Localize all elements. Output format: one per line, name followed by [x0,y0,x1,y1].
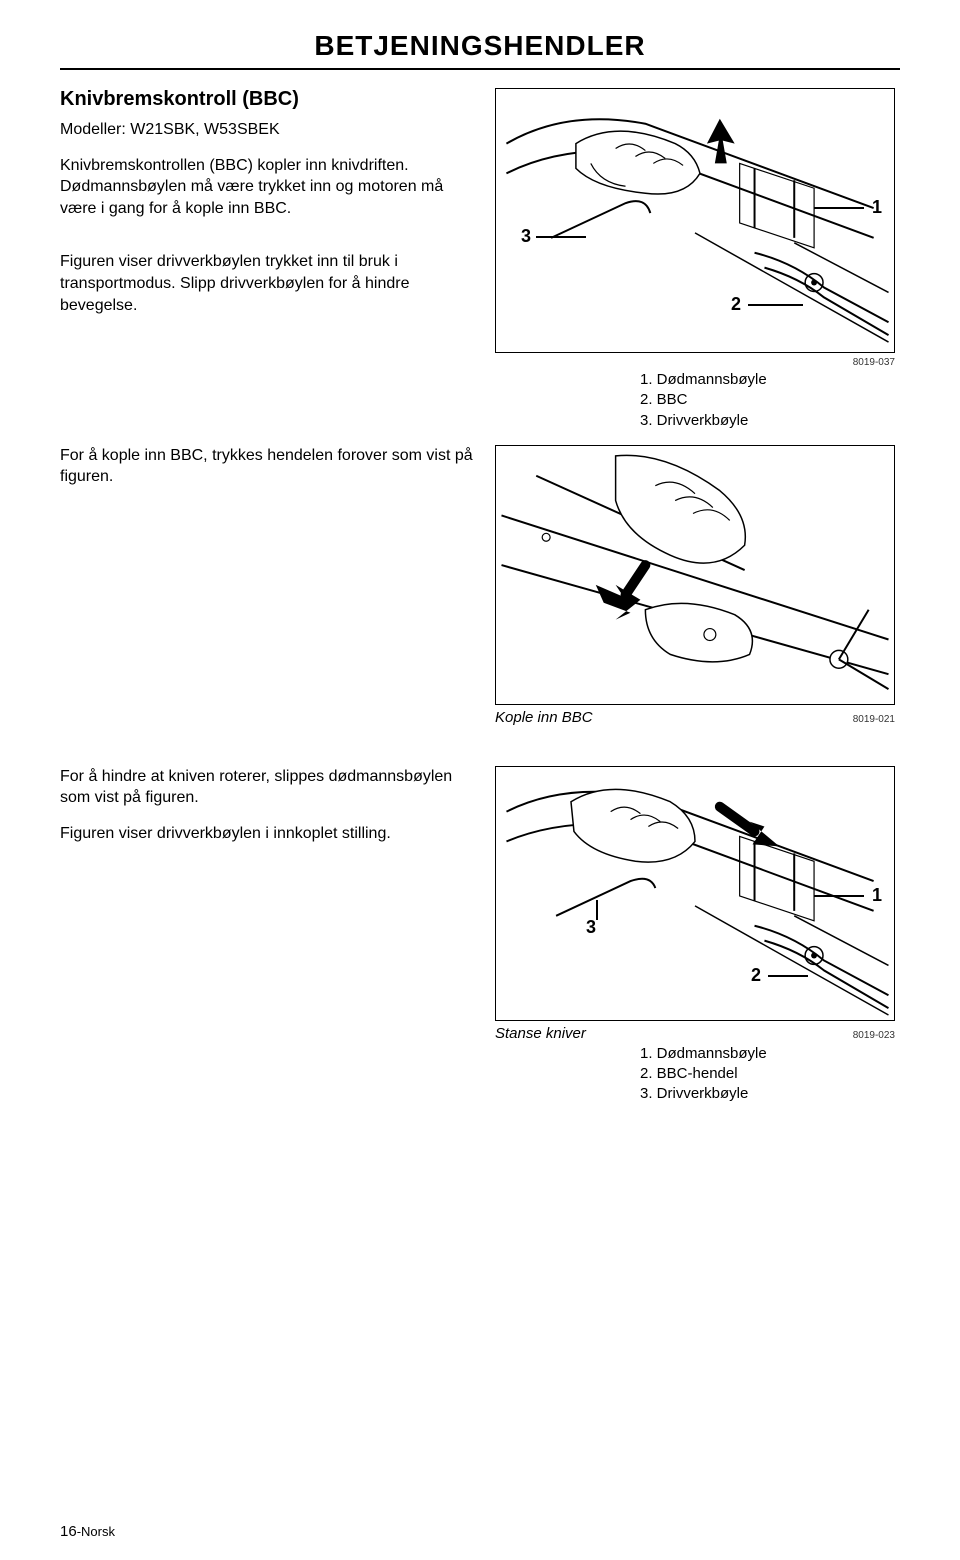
section-title: Knivbremskontroll (BBC) [60,88,475,111]
models-line: Modeller: W21SBK, W53SBEK [60,119,475,141]
figure-3-id: 8019-023 [853,1030,895,1041]
figure-3-caption: Stanse kniver [495,1025,586,1042]
para-5: Figuren viser drivverkbøylen i innkoplet… [60,823,475,845]
legend-item: 3. Drivverkbøyle [640,411,767,431]
para-2: Figuren viser drivverkbøylen trykket inn… [60,251,475,316]
figure-2 [495,445,895,705]
figure-1-legend: 1. Dødmannsbøyle 2. BBC 3. Drivverkbøyle [640,370,767,431]
leader-line [748,304,803,306]
leader-line [814,207,864,209]
legend-item: 2. BBC [640,390,767,410]
figure-3-label-2: 2 [751,965,761,986]
legend-item: 1. Dødmannsbøyle [640,370,767,390]
figure-1-drawing [496,89,894,352]
block-2-left: For å kople inn BBC, trykkes hendelen fo… [60,445,475,726]
para-4: For å hindre at kniven roterer, slippes … [60,766,475,809]
page-number-value: 16 [60,1523,77,1540]
figure-1-label-3: 3 [521,226,531,247]
page-title: BETJENINGSHENDLER [60,30,900,62]
figure-3: 1 2 3 [495,766,895,1021]
block-3: For å hindre at kniven roterer, slippes … [60,766,900,1105]
block-1-right: 1 2 3 8019-037 1. Dødmannsbøyle 2. BBC 3… [495,88,900,431]
figure-3-drawing [496,767,894,1020]
legend-item: 1. Dødmannsbøyle [640,1044,767,1064]
para-3: For å kople inn BBC, trykkes hendelen fo… [60,445,475,488]
block-3-right: 1 2 3 Stanse kniver 8019-023 1. Dødmanns… [495,766,900,1105]
figure-3-label-3: 3 [586,917,596,938]
figure-1-label-2: 2 [731,294,741,315]
figure-3-legend: 1. Dødmannsbøyle 2. BBC-hendel 3. Drivve… [640,1044,767,1105]
figure-2-id: 8019-021 [853,714,895,725]
page-number: 16-Norsk [60,1523,115,1540]
figure-1-id: 8019-037 [495,357,895,368]
page-number-lang: -Norsk [77,1524,115,1539]
figure-1: 1 2 3 [495,88,895,353]
block-1-left: Knivbremskontroll (BBC) Modeller: W21SBK… [60,88,475,431]
figure-3-label-1: 1 [872,885,882,906]
legend-item: 3. Drivverkbøyle [640,1084,767,1104]
legend-item: 2. BBC-hendel [640,1064,767,1084]
figure-2-caption-row: Kople inn BBC 8019-021 [495,709,895,726]
figure-3-caption-row: Stanse kniver 8019-023 [495,1025,895,1042]
title-rule [60,68,900,70]
block-3-left: For å hindre at kniven roterer, slippes … [60,766,475,1105]
figure-2-drawing [496,446,894,704]
leader-line [814,895,864,897]
leader-line [536,236,586,238]
para-1: Knivbremskontrollen (BBC) kopler inn kni… [60,155,475,220]
figure-2-caption: Kople inn BBC [495,709,593,726]
block-1: Knivbremskontroll (BBC) Modeller: W21SBK… [60,88,900,431]
figure-1-label-1: 1 [872,197,882,218]
leader-line [596,900,598,920]
block-2: For å kople inn BBC, trykkes hendelen fo… [60,445,900,726]
leader-line [768,975,808,977]
block-2-right: Kople inn BBC 8019-021 [495,445,900,726]
